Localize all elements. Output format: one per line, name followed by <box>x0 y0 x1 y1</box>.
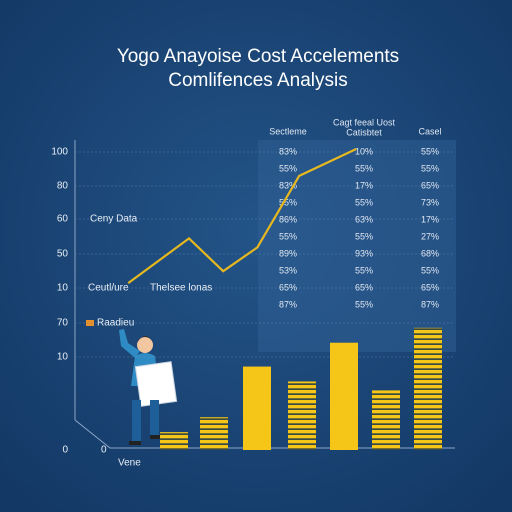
table-cell: 83% <box>279 180 297 190</box>
annotation: Ceutl/ure <box>88 283 129 294</box>
annotation: Thelsee lonas <box>150 283 212 294</box>
y-tick-label: 60 <box>57 214 69 225</box>
table-cell: 55% <box>279 231 297 241</box>
table-cell: 55% <box>355 197 373 207</box>
table-cell: 55% <box>355 231 373 241</box>
table-cell: 27% <box>421 231 439 241</box>
table-cell: 55% <box>355 299 373 309</box>
table-cell: 68% <box>421 248 439 258</box>
table-cell: 63% <box>355 214 373 224</box>
annotation: Ceny Data <box>90 214 138 225</box>
table-cell: 65% <box>421 180 439 190</box>
table-cell: 93% <box>355 248 373 258</box>
table-cell: 55% <box>355 163 373 173</box>
chart-title: Yogo Anayoise Cost Accelements <box>117 46 399 67</box>
table-cell: 55% <box>421 265 439 275</box>
table-header: Catisbtet <box>346 127 382 137</box>
table-cell: 65% <box>421 282 439 292</box>
legend-swatch <box>86 320 94 326</box>
table-cell: 53% <box>279 265 297 275</box>
origin-mark: 0 <box>101 445 107 456</box>
y-tick-label: 50 <box>57 249 69 260</box>
table-cell: 65% <box>279 282 297 292</box>
y-tick-label: 10 <box>57 283 69 294</box>
table-cell: 89% <box>279 248 297 258</box>
table-cell: 55% <box>279 163 297 173</box>
person-illustration <box>119 329 178 445</box>
table-header: Cagt feeal Uost <box>333 117 396 127</box>
chart-subtitle: Comlifences Analysis <box>168 70 348 91</box>
line-series <box>127 148 357 285</box>
table-cell: 17% <box>421 214 439 224</box>
bar <box>243 366 271 450</box>
table-cell: 10% <box>355 146 373 156</box>
bar <box>160 432 188 450</box>
bar <box>414 327 442 450</box>
y-tick-label: 100 <box>51 147 68 158</box>
bar <box>200 417 228 450</box>
annotation: Raadieu <box>97 318 134 329</box>
bar <box>330 342 358 450</box>
table-cell: 17% <box>355 180 373 190</box>
table-cell: 73% <box>421 197 439 207</box>
y-tick-label: 0 <box>62 445 68 456</box>
table-panel <box>258 140 456 352</box>
y-tick-label: 80 <box>57 181 69 192</box>
bar <box>372 390 400 450</box>
table-cell: 55% <box>421 146 439 156</box>
x-axis-label: Vene <box>118 458 141 469</box>
y-tick-label: 70 <box>57 318 69 329</box>
table-cell: 86% <box>279 214 297 224</box>
table-cell: 87% <box>421 299 439 309</box>
table-cell: 55% <box>355 265 373 275</box>
table-cell: 55% <box>279 197 297 207</box>
table-cell: 55% <box>421 163 439 173</box>
table-cell: 65% <box>355 282 373 292</box>
table-cell: 87% <box>279 299 297 309</box>
bar <box>288 381 316 450</box>
table-header: Sectleme <box>269 126 307 136</box>
table-header: Casel <box>418 126 441 136</box>
y-tick-label: 10 <box>57 352 69 363</box>
table-cell: 83% <box>279 146 297 156</box>
